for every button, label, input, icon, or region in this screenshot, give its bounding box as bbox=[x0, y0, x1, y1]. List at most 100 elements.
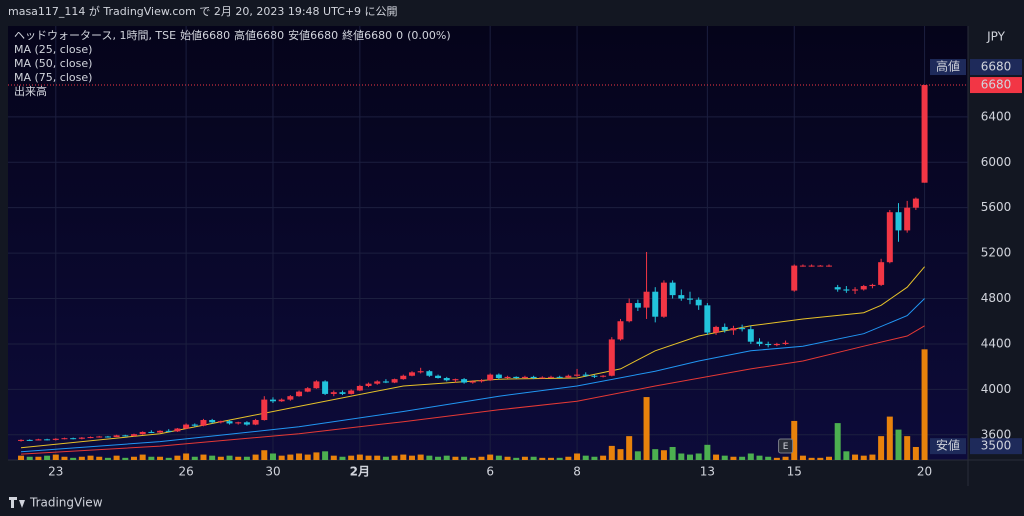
volume-bar bbox=[547, 457, 554, 460]
candle-body bbox=[834, 287, 841, 290]
volume-bar bbox=[487, 454, 494, 460]
volume-bar bbox=[235, 456, 242, 460]
candle-body bbox=[26, 439, 33, 441]
volume-bar bbox=[278, 455, 285, 460]
volume-bar bbox=[217, 456, 224, 460]
volume-bar bbox=[443, 455, 450, 460]
candle-body bbox=[600, 375, 607, 377]
volume-bar bbox=[174, 455, 181, 460]
legend-entry: MA (75, close) bbox=[14, 71, 92, 84]
candle-body bbox=[313, 381, 320, 389]
volume-bar bbox=[895, 429, 902, 460]
x-tick-label: 6 bbox=[486, 465, 494, 479]
candle-body bbox=[217, 421, 224, 423]
candle-body bbox=[530, 376, 537, 379]
last-price-tag bbox=[970, 77, 1022, 94]
volume-bar bbox=[504, 456, 511, 460]
candle-body bbox=[799, 265, 806, 267]
candle-body bbox=[643, 291, 650, 308]
volume-bar bbox=[252, 454, 259, 460]
candle-body bbox=[269, 399, 276, 402]
volume-bar bbox=[35, 456, 42, 460]
ma-line bbox=[20, 266, 925, 449]
candle-body bbox=[209, 420, 216, 423]
candle-body bbox=[669, 282, 676, 296]
candle-body bbox=[852, 289, 859, 291]
candle-body bbox=[626, 303, 633, 322]
candle-body bbox=[348, 390, 355, 394]
x-tick-label: 23 bbox=[48, 465, 63, 479]
candle-body bbox=[747, 329, 754, 342]
volume-bar bbox=[756, 455, 763, 460]
candle-body bbox=[504, 376, 511, 379]
volume-bar bbox=[313, 452, 320, 460]
legend-symbol: ヘッドウォータース, 1時間, TSE bbox=[14, 29, 176, 42]
volume-bar bbox=[495, 455, 502, 460]
candle-body bbox=[183, 424, 190, 429]
candle-body bbox=[252, 420, 259, 425]
candle-body bbox=[591, 375, 598, 377]
candle-body bbox=[226, 421, 233, 424]
candle-body bbox=[765, 343, 772, 346]
ohlc-label: 高値 bbox=[234, 28, 256, 42]
volume-bar bbox=[348, 455, 355, 460]
volume-bar bbox=[96, 456, 103, 460]
volume-bar bbox=[521, 456, 528, 460]
candle-body bbox=[869, 284, 876, 287]
candle-body bbox=[556, 376, 563, 378]
volume-bar bbox=[747, 453, 754, 460]
price-tag bbox=[930, 59, 966, 76]
volume-bar bbox=[582, 455, 589, 460]
candle-body bbox=[391, 379, 398, 383]
volume-bar bbox=[825, 456, 832, 460]
volume-bar bbox=[773, 457, 780, 460]
x-tick-label: 30 bbox=[265, 465, 280, 479]
y-tick-label: 3600 bbox=[981, 427, 1012, 441]
candle-body bbox=[817, 265, 824, 267]
candle-body bbox=[487, 374, 494, 381]
ohlc-label: 始値 bbox=[180, 28, 202, 42]
volume-bar bbox=[791, 420, 798, 460]
volume-bar bbox=[834, 423, 841, 460]
currency: JPY bbox=[986, 30, 1006, 44]
volume-bar bbox=[574, 453, 581, 460]
candle-body bbox=[660, 282, 667, 317]
volume-bar bbox=[130, 456, 137, 460]
volume-bar bbox=[695, 453, 702, 460]
y-tick-label: 4000 bbox=[981, 382, 1012, 396]
candle-body bbox=[808, 265, 815, 267]
volume-bar bbox=[704, 444, 711, 460]
volume-bar bbox=[87, 455, 94, 460]
volume-bar bbox=[417, 454, 424, 460]
candle-body bbox=[426, 371, 433, 376]
volume-bar bbox=[669, 446, 676, 460]
candle-body bbox=[461, 379, 468, 383]
x-tick-label: 2月 bbox=[350, 465, 370, 479]
candle-body bbox=[104, 436, 111, 438]
candle-body bbox=[374, 381, 381, 384]
publisher: masa117_114 が TradingView.com で 2月 20, 2… bbox=[8, 4, 398, 18]
ohlc-label: 安値 bbox=[288, 28, 310, 42]
volume-bar bbox=[452, 456, 459, 460]
volume-bar bbox=[122, 457, 129, 460]
ohlc-value: 6680 bbox=[364, 29, 392, 42]
volume-bar bbox=[730, 456, 737, 460]
price-tag-label: 高値 bbox=[936, 59, 960, 74]
y-tick-label: 4800 bbox=[981, 291, 1012, 305]
candle-body bbox=[52, 438, 59, 440]
volume-bar bbox=[408, 455, 415, 460]
candle-body bbox=[174, 428, 181, 432]
ohlc-value: 6680 bbox=[256, 29, 284, 42]
candle-body bbox=[356, 385, 363, 391]
candle-body bbox=[843, 289, 850, 291]
price-tag-label: 安値 bbox=[936, 438, 960, 453]
volume-bar bbox=[565, 456, 572, 460]
candle-body bbox=[773, 343, 780, 346]
candle-body bbox=[634, 303, 641, 308]
volume-bar bbox=[643, 397, 650, 460]
price-tag-value: 6680 bbox=[981, 60, 1012, 74]
candle-body bbox=[191, 424, 198, 426]
candle-body bbox=[200, 420, 207, 426]
volume-bar bbox=[339, 456, 346, 460]
